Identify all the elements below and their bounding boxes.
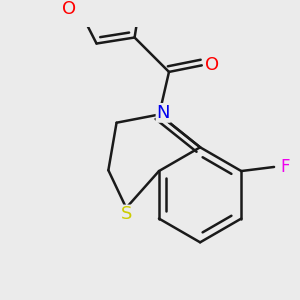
Text: F: F xyxy=(280,158,290,176)
Text: O: O xyxy=(62,0,76,18)
Text: S: S xyxy=(121,206,132,224)
Text: O: O xyxy=(205,56,219,74)
Text: N: N xyxy=(157,104,170,122)
